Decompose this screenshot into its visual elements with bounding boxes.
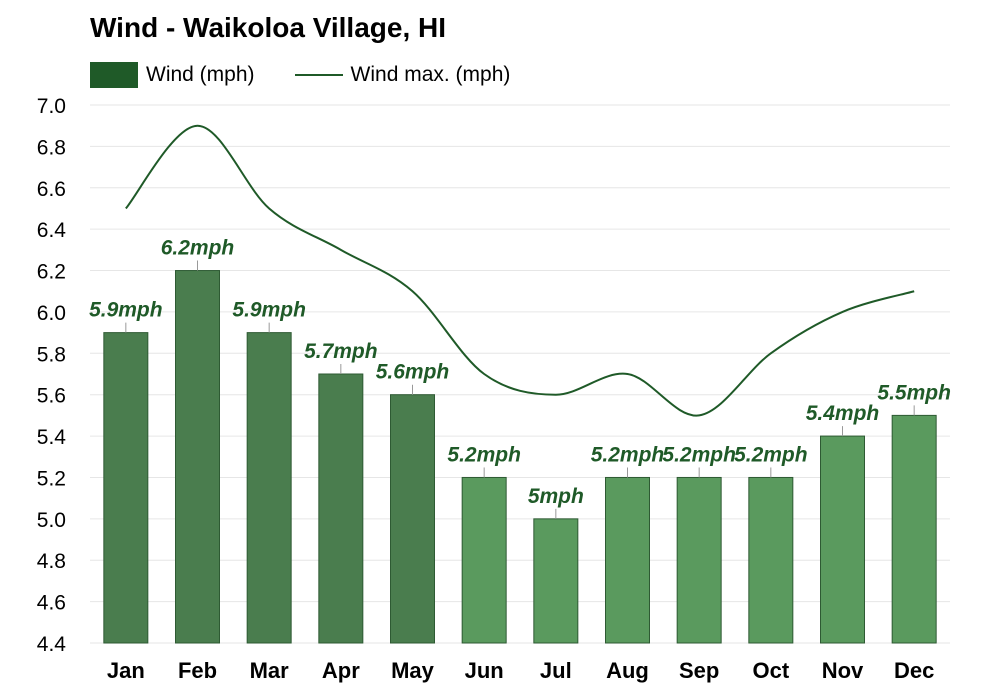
x-tick-label: May: [391, 658, 435, 683]
y-tick-label: 6.4: [37, 219, 67, 242]
data-label: 5.6mph: [376, 361, 450, 384]
bar: [533, 518, 579, 644]
data-label: 5.2mph: [734, 443, 808, 466]
data-label: 5.9mph: [232, 299, 306, 322]
x-tick-label: Jun: [465, 658, 504, 683]
data-label: 5.4mph: [806, 402, 880, 425]
x-tick-label: Apr: [322, 658, 360, 683]
y-tick-label: 5.8: [37, 343, 66, 366]
legend-swatch-line: [294, 74, 343, 76]
legend-label-wind: Wind (mph): [146, 63, 255, 86]
data-label: 5.9mph: [89, 299, 163, 322]
x-tick-label: Nov: [822, 658, 864, 683]
bar: [461, 476, 507, 644]
legend-item-wind: Wind (mph): [90, 62, 255, 88]
x-tick-label: Jul: [540, 658, 572, 683]
data-label: 5.2mph: [662, 443, 736, 466]
bar: [390, 394, 435, 644]
y-tick-label: 7.0: [37, 95, 66, 118]
data-label: 6.2mph: [161, 237, 235, 260]
x-tick-label: Mar: [250, 658, 290, 683]
y-tick-label: 5.6: [37, 385, 66, 408]
bar: [103, 332, 149, 644]
x-tick-label: Aug: [606, 658, 649, 683]
y-tick-label: 4.6: [37, 592, 66, 615]
x-tick-label: Dec: [894, 658, 934, 683]
legend: Wind (mph) Wind max. (mph): [90, 60, 550, 90]
bar: [820, 435, 865, 644]
bar: [318, 373, 364, 644]
y-tick-label: 4.4: [37, 633, 67, 656]
x-tick-label: Feb: [178, 658, 217, 683]
y-tick-label: 6.8: [37, 136, 66, 159]
y-tick-label: 6.6: [37, 178, 66, 201]
x-tick-label: Jan: [107, 658, 145, 683]
y-tick-label: 5.0: [37, 509, 66, 532]
bar: [246, 332, 292, 644]
data-label: 5.7mph: [304, 340, 378, 363]
wind-max-line: [125, 124, 915, 417]
bar: [676, 476, 722, 644]
x-tick-label: Sep: [679, 658, 719, 683]
data-label: 5.2mph: [591, 443, 665, 466]
data-label: 5.2mph: [447, 443, 521, 466]
y-tick-label: 6.0: [37, 302, 66, 325]
bar: [605, 476, 650, 644]
bar: [748, 476, 794, 644]
y-tick-label: 6.2: [37, 261, 66, 284]
data-label: 5mph: [528, 485, 584, 508]
data-label: 5.5mph: [877, 381, 951, 404]
legend-swatch-bar: [90, 62, 138, 88]
x-tick-label: Oct: [752, 658, 789, 683]
bar: [891, 414, 937, 644]
chart-title: Wind - Waikoloa Village, HI: [90, 12, 447, 43]
bar: [175, 270, 220, 644]
y-tick-label: 5.2: [37, 467, 66, 490]
legend-item-wind-max: Wind max. (mph): [294, 63, 511, 87]
y-tick-label: 5.4: [37, 426, 67, 449]
legend-label-wind-max: Wind max. (mph): [350, 63, 511, 86]
y-tick-label: 4.8: [37, 550, 66, 573]
